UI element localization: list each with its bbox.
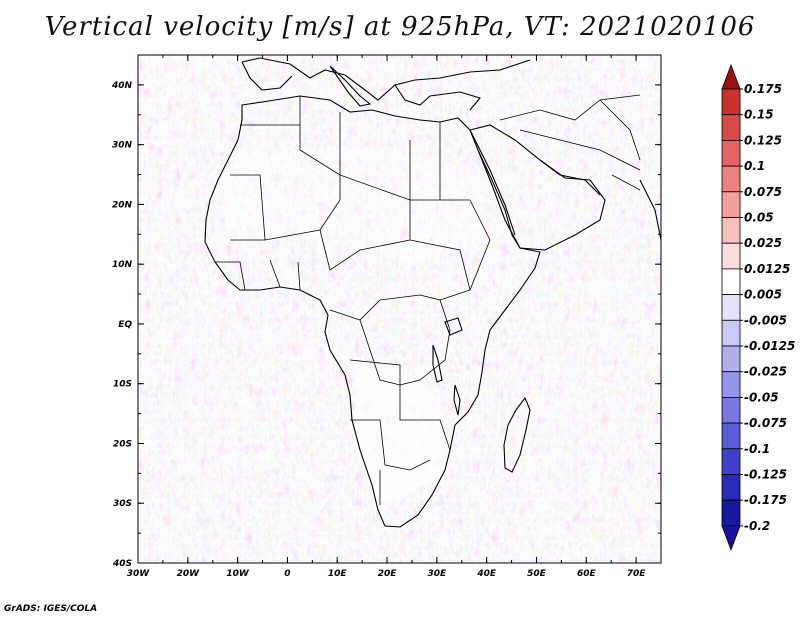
- colorbar-label: 0.075: [744, 185, 782, 199]
- lat-label: 20S: [113, 439, 132, 449]
- colorbar-top-arrow: [721, 63, 741, 90]
- colorbar-swatch: [721, 448, 741, 475]
- iberia-coastline: [241, 61, 293, 91]
- coastlines-and-borders: [204, 57, 661, 528]
- colorbar-label: -0.175: [744, 493, 787, 507]
- colorbar-label: 0.15: [744, 108, 774, 122]
- lon-label: 30W: [127, 569, 151, 579]
- colorbar-swatch: [721, 499, 741, 527]
- footer-credit: GrADS: IGES/COLA: [4, 604, 98, 614]
- velocity-field: [138, 55, 661, 563]
- lat-label: EQ: [118, 320, 132, 330]
- lon-label: 40E: [476, 569, 497, 579]
- lon-label: 70E: [627, 569, 647, 579]
- red-sea-line: [469, 129, 516, 236]
- colorbar-swatch: [721, 371, 741, 398]
- plot-frame: [137, 54, 662, 564]
- colorbar-label: 0.005: [744, 288, 782, 302]
- persian-gulf-line: [539, 159, 601, 196]
- axis-ticks: [137, 54, 662, 564]
- colorbar-swatch: [721, 139, 741, 167]
- lake-malawi: [453, 384, 461, 416]
- colorbar-swatch: [721, 396, 741, 424]
- colorbar-label: 0.125: [744, 133, 782, 147]
- colorbar-label: 0.175: [744, 82, 782, 96]
- colorbar-swatch: [721, 294, 741, 321]
- map-title: Vertical velocity [m/s] at 925hPa, VT: 2…: [44, 12, 756, 42]
- colorbar-swatch: [721, 319, 741, 347]
- colorbar-swatch: [721, 165, 741, 193]
- lon-label: 30E: [428, 569, 448, 579]
- lat-label: 30S: [113, 499, 132, 509]
- colorbar-swatch: [721, 88, 741, 116]
- arabia-coastline: [469, 124, 606, 251]
- colorbar-swatch: [721, 191, 741, 218]
- greece-turkey-coastline: [394, 84, 481, 111]
- colorbar-swatch: [721, 242, 741, 270]
- colorbar-label: -0.005: [744, 313, 787, 327]
- colorbar-label: -0.05: [744, 390, 779, 404]
- europe-coastline: [241, 57, 531, 101]
- lon-label: 20E: [378, 569, 398, 579]
- lat-label: 30N: [112, 141, 133, 151]
- colorbar-label: 0.0125: [744, 262, 790, 276]
- italy-coastline: [329, 65, 372, 107]
- lat-label: 40N: [111, 81, 133, 91]
- lake-victoria: [444, 317, 463, 336]
- colorbar-swatch: [721, 345, 741, 373]
- colorbar-swatch: [721, 268, 741, 295]
- colorbar: 0.175 0.15 0.125 0.1 0.075 0.05 0.025 0.0125 0.0…: [721, 63, 795, 552]
- lat-label: 20N: [112, 200, 133, 210]
- india-west-coast: [639, 179, 661, 241]
- latitude-labels: 40N 30N 20N 10N EQ 10S 20S 30S 40S: [111, 81, 133, 569]
- lon-label: 10E: [328, 569, 348, 579]
- lon-label: 10W: [226, 569, 250, 579]
- southern-africa-calm-area: [355, 365, 445, 500]
- colorbar-swatch: [721, 217, 741, 244]
- africa-coastline: [204, 95, 541, 528]
- lon-label: 50E: [527, 569, 547, 579]
- colorbar-label: 0.05: [744, 211, 774, 225]
- colorbar-label: -0.0125: [744, 339, 795, 353]
- colorbar-swatch: [721, 422, 741, 450]
- colorbar-label: -0.1: [744, 442, 770, 456]
- colorbar-label: -0.025: [744, 365, 787, 379]
- lat-label: 10N: [112, 260, 133, 270]
- lake-tanganyika: [432, 344, 443, 383]
- colorbar-label: -0.125: [744, 468, 787, 482]
- madagascar-coastline: [503, 396, 531, 473]
- colorbar-label: -0.2: [744, 519, 770, 533]
- colorbar-bottom-arrow: [721, 525, 741, 552]
- lat-label: 10S: [113, 380, 132, 390]
- colorbar-swatch: [721, 474, 741, 501]
- sahara-calm-area: [210, 145, 500, 260]
- colorbar-swatch: [721, 114, 741, 141]
- colorbar-label: 0.025: [744, 236, 782, 250]
- colorbar-label: -0.075: [744, 416, 787, 430]
- lat-label: 40S: [112, 559, 132, 569]
- colorbar-label: 0.1: [744, 159, 765, 173]
- longitude-labels: 30W 20W 10W 0 10E 20E 30E 40E 50E 60E 70E: [127, 569, 647, 579]
- lon-label: 60E: [577, 569, 597, 579]
- lon-label: 20W: [177, 569, 201, 579]
- lon-label: 0: [284, 569, 290, 579]
